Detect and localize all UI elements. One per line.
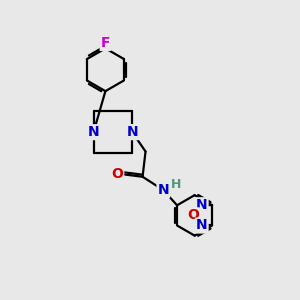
Text: N: N xyxy=(88,125,99,139)
Text: N: N xyxy=(158,183,169,197)
Text: N: N xyxy=(196,198,208,212)
Text: O: O xyxy=(187,208,199,222)
Text: F: F xyxy=(101,36,110,50)
Text: H: H xyxy=(171,178,181,191)
Text: N: N xyxy=(126,125,138,139)
Text: O: O xyxy=(111,167,123,181)
Text: N: N xyxy=(196,218,208,233)
